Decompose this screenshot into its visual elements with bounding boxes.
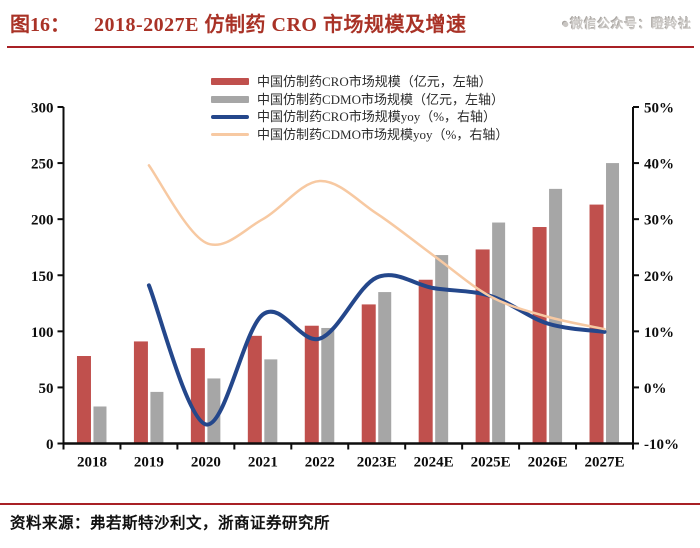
cdmo-market-bar-2021 bbox=[264, 359, 278, 444]
right-axis-tick-label: 20% bbox=[644, 269, 674, 285]
right-axis-tick-label: -10% bbox=[644, 437, 679, 453]
right-axis-tick-label: 30% bbox=[644, 213, 674, 229]
cro-market-bar-2027E bbox=[589, 204, 604, 444]
cdmo-market-bar-2023E bbox=[378, 292, 392, 444]
right-axis-tick-label: 10% bbox=[644, 325, 674, 341]
figure-header: 图16： 2018-2027E 仿制药 CRO 市场规模及增速 bbox=[10, 8, 694, 37]
cdmo-market-bar-2018 bbox=[93, 406, 107, 444]
x-axis-category-label: 2027E bbox=[585, 455, 625, 471]
legend-item-cro-size: 中国仿制药CRO市场规模（亿元，左轴） bbox=[211, 73, 508, 91]
legend-item-cro-yoy: 中国仿制药CRO市场规模yoy（%，右轴） bbox=[211, 108, 508, 126]
cro-yoy-line-swatch-icon bbox=[211, 114, 249, 119]
cdmo-market-bar-2027E bbox=[606, 163, 620, 444]
right-axis-tick-label: 50% bbox=[644, 101, 674, 117]
x-axis-category-label: 2025E bbox=[471, 455, 511, 471]
left-axis-tick-label: 300 bbox=[31, 101, 54, 117]
cro-market-bar-2023E bbox=[361, 304, 376, 444]
legend-item-cdmo-size: 中国仿制药CDMO市场规模（亿元，左轴） bbox=[211, 91, 508, 109]
left-axis-tick-label: 0 bbox=[46, 437, 54, 453]
cdmo-bar-swatch-icon bbox=[211, 95, 249, 103]
cdmo-yoy-line-swatch-icon bbox=[211, 133, 249, 136]
cdmo-market-bar-2024E bbox=[435, 255, 449, 444]
cdmo-market-bar-2025E bbox=[492, 222, 506, 444]
cro-market-bar-2019 bbox=[133, 341, 148, 444]
x-axis-category-label: 2024E bbox=[414, 455, 454, 471]
wechat-watermark-text: 微信公众号：瞪羚社 bbox=[570, 17, 692, 31]
cro-market-bar-2025E bbox=[475, 249, 490, 444]
cro-market-bar-2021 bbox=[247, 335, 262, 444]
legend-label: 中国仿制药CRO市场规模yoy（%，右轴） bbox=[257, 109, 497, 124]
figure-title: 2018-2027E 仿制药 CRO 市场规模及增速 bbox=[94, 14, 467, 36]
cro-market-bar-2026E bbox=[532, 227, 547, 444]
header-divider bbox=[7, 46, 694, 48]
left-axis-tick-label: 250 bbox=[31, 157, 54, 173]
x-axis-category-label: 2020 bbox=[191, 455, 221, 471]
left-axis-tick-label: 150 bbox=[31, 269, 54, 285]
chart-legend: 中国仿制药CRO市场规模（亿元，左轴） 中国仿制药CDMO市场规模（亿元，左轴）… bbox=[211, 73, 508, 143]
x-axis-category-label: 2026E bbox=[528, 455, 568, 471]
left-axis-tick-label: 200 bbox=[31, 213, 54, 229]
cdmo-market-bar-2026E bbox=[549, 188, 563, 444]
x-axis-category-label: 2022 bbox=[305, 455, 335, 471]
right-axis-tick-label: 0% bbox=[644, 381, 667, 397]
cro-market-bar-2020 bbox=[190, 348, 205, 444]
cdmo-market-bar-2022 bbox=[321, 327, 335, 444]
legend-item-cdmo-yoy: 中国仿制药CDMO市场规模yoy（%，右轴） bbox=[211, 126, 508, 144]
right-axis-tick-label: 40% bbox=[644, 157, 674, 173]
cdmo-market-bar-2020 bbox=[207, 378, 221, 444]
cdmo-market-bar-2019 bbox=[150, 391, 164, 444]
cdmo-yoy-line bbox=[147, 164, 606, 331]
wechat-logo-icon: ● bbox=[561, 17, 571, 31]
legend-label: 中国仿制药CRO市场规模（亿元，左轴） bbox=[257, 74, 492, 89]
x-axis-category-label: 2021 bbox=[248, 455, 278, 471]
x-axis-category-label: 2019 bbox=[134, 455, 164, 471]
cro-market-bar-2022 bbox=[304, 325, 319, 444]
cro-market-bar-2018 bbox=[76, 356, 91, 444]
wechat-watermark: ●微信公众号：瞪羚社 bbox=[562, 13, 692, 32]
left-axis-tick-label: 100 bbox=[31, 325, 54, 341]
cro-bar-swatch-icon bbox=[211, 78, 249, 86]
x-axis-category-label: 2023E bbox=[357, 455, 397, 471]
source-note: 资料来源：弗若斯特沙利文，浙商证券研究所 bbox=[10, 515, 331, 532]
cro-market-bar-2024E bbox=[418, 279, 433, 444]
legend-label: 中国仿制药CDMO市场规模yoy（%，右轴） bbox=[257, 126, 509, 142]
x-axis-category-label: 2018 bbox=[77, 455, 107, 471]
left-axis-tick-label: 50 bbox=[39, 381, 54, 397]
legend-label: 中国仿制药CDMO市场规模（亿元，左轴） bbox=[257, 91, 505, 107]
figure-number-label: 图16： bbox=[10, 14, 70, 36]
footer-divider bbox=[0, 503, 700, 505]
